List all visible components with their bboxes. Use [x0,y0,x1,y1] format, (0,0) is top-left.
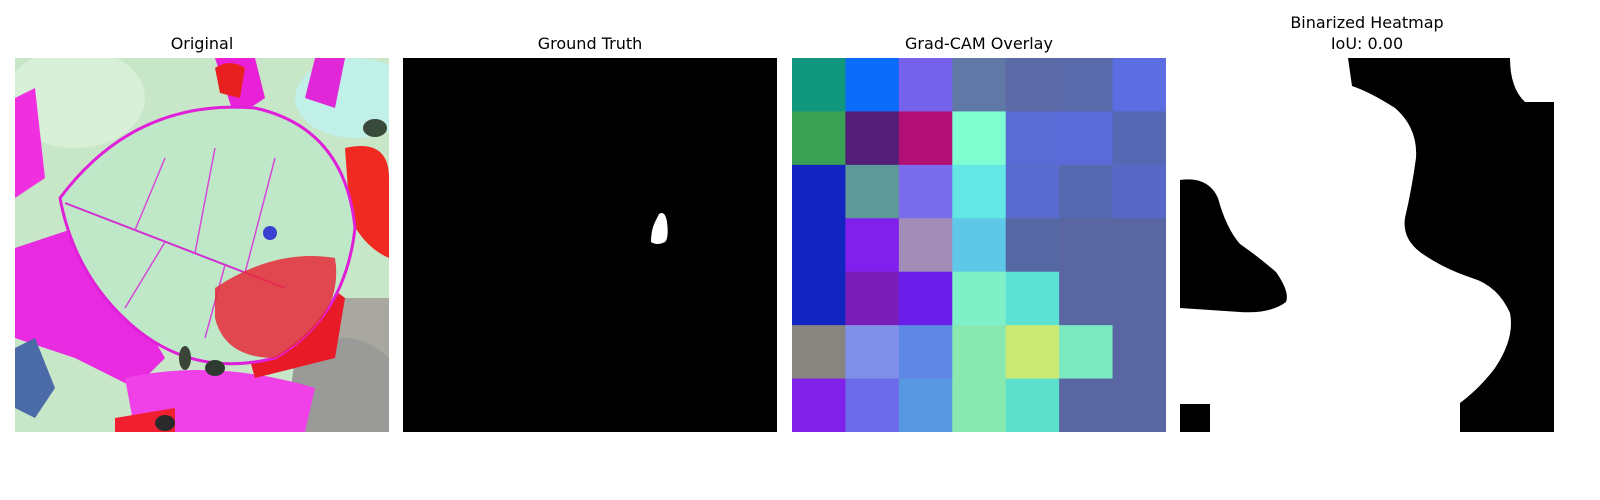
gradcam-cell [1005,111,1060,166]
binarized-heatmap [1180,58,1554,432]
gradcam-cell [792,271,846,326]
gradcam-cell [952,271,1007,326]
mask-region [651,213,668,244]
gradcam-cell [898,378,953,432]
gradcam-cell [792,325,846,380]
gradcam-cell [1005,164,1060,219]
original-image [15,58,389,432]
gradcam-cell [1005,218,1060,273]
gradcam-cell [1112,58,1166,112]
gradcam-cell [792,164,846,219]
gradcam-cell [952,325,1007,380]
gradcam-cell [1059,164,1114,219]
gradcam-cell [845,325,900,380]
gradcam-cell [898,111,953,166]
gradcam-cell [845,58,900,112]
gradcam-cell [792,111,846,166]
gradcam-cell [1112,378,1166,432]
gradcam-cell [1005,378,1060,432]
panel-title-gradcam: Grad-CAM Overlay [905,34,1053,53]
heatmap-region [1348,58,1554,432]
gradcam-cell [952,218,1007,273]
gradcam-cell [952,111,1007,166]
gradcam-cell [1059,111,1114,166]
gradcam-cell [898,58,953,112]
mask-background [403,58,777,432]
gradcam-cell [898,218,953,273]
gradcam-cell [1112,111,1166,166]
gradcam-cell [898,271,953,326]
gradcam-cell [845,218,900,273]
gradcam-cell [1059,218,1114,273]
gradcam-cell [845,164,900,219]
gradcam-cell [1005,58,1060,112]
panel-binarized: Binarized Heatmap IoU: 0.00 [1180,0,1554,440]
gradcam-cell [1112,218,1166,273]
heatmap-region [1180,179,1287,313]
panel-title-ground-truth: Ground Truth [537,34,643,53]
gradcam-overlay [792,58,1166,432]
gradcam-cell [952,164,1007,219]
gradcam-cell [792,378,846,432]
gradcam-cell [952,58,1007,112]
gradcam-cell [952,378,1007,432]
gradcam-cell [1112,271,1166,326]
gradcam-cell [845,111,900,166]
iou-score: IoU: 0.00 [1330,34,1404,53]
gradcam-cell [1005,271,1060,326]
panel-ground-truth: Ground Truth [403,0,777,440]
gradcam-cell [1112,325,1166,380]
ground-truth-mask [403,58,777,432]
gradcam-cell [898,164,953,219]
gradcam-cell [1112,164,1166,219]
panel-title-original: Original [170,34,234,53]
gradcam-cell [1059,271,1114,326]
panel-gradcam: Grad-CAM Overlay [792,0,1166,440]
heatmap-region [1180,404,1210,432]
gradcam-cell [1005,325,1060,380]
gradcam-cell [845,271,900,326]
gradcam-cell [1059,325,1114,380]
gradcam-cell [792,218,846,273]
gradcam-cell [792,58,846,112]
gradcam-cell [1059,58,1114,112]
panel-original: Original [15,0,389,440]
gradcam-cell [898,325,953,380]
gradcam-cell [845,378,900,432]
panel-title-binarized: Binarized Heatmap [1290,13,1444,32]
gradcam-cell [1059,378,1114,432]
